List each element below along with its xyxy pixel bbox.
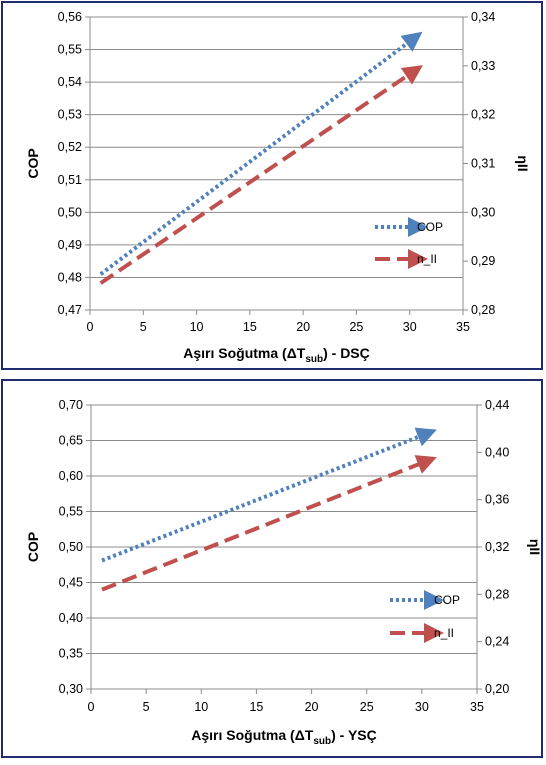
x-axis-title-main: Aşırı Soğutma (ΔT <box>191 727 314 743</box>
x-tick-label: 20 <box>296 320 310 334</box>
chart-border <box>1 1 543 370</box>
y-axis-title: COP <box>25 148 41 178</box>
x-axis-title-subscript: sub <box>305 354 323 365</box>
x-tick-label: 0 <box>87 320 94 334</box>
x-tick-label: 15 <box>249 700 263 714</box>
chart-border <box>1 379 543 758</box>
x-tick-label: 10 <box>190 320 204 334</box>
y2-tick-label: 0,44 <box>485 398 509 412</box>
series-line-n-ii <box>101 455 437 592</box>
y2-axis-title: ηII <box>515 155 531 171</box>
x-axis-title-subscript: sub <box>313 736 331 747</box>
x-tick-label: 5 <box>140 320 147 334</box>
y-tick-label: 0,60 <box>59 469 83 483</box>
legend-label: COP <box>434 593 460 607</box>
chart-panel-dsc: 0,47 0,48 0,49 0,50 0,51 0,52 0,53 0,54 0,55 0,56… <box>0 0 546 372</box>
y2-tick-label: 0,32 <box>485 540 509 554</box>
y-tick-label: 0,45 <box>59 576 83 590</box>
series-line-cop <box>101 427 437 563</box>
y-tick-label: 0,50 <box>58 205 82 219</box>
series-line-n-ii <box>99 65 423 285</box>
y-tick-label: 0,30 <box>59 682 83 696</box>
x-tick-label: 0 <box>88 700 95 714</box>
x-axis-title: Aşırı Soğutma (ΔTsub) - YSÇ <box>191 727 377 747</box>
y-tick-label: 0,53 <box>58 108 82 122</box>
x-tick-label: 25 <box>360 700 374 714</box>
y-tick-label: 0,49 <box>58 238 82 252</box>
y-tick-label: 0,40 <box>59 611 83 625</box>
x-tick-label: 15 <box>243 320 257 334</box>
y-tick-label: 0,52 <box>58 140 82 154</box>
y2-tick-label: 0,20 <box>485 682 509 696</box>
y2-axis-title: ηII <box>527 539 543 555</box>
y2-tick-label: 0,28 <box>471 303 495 317</box>
y-tick-label: 0,54 <box>58 75 82 89</box>
x-axis-title-suffix: ) - DSÇ <box>323 345 370 361</box>
y-tick-label: 0,51 <box>58 173 82 187</box>
y2-tick-label: 0,33 <box>471 59 495 73</box>
y2-tick-label: 0,30 <box>471 205 495 219</box>
y-axis-title: COP <box>25 532 41 562</box>
y-tick-label: 0,55 <box>58 43 82 57</box>
y2-tick-label: 0,29 <box>471 254 495 268</box>
y2-tick-label: 0,28 <box>485 587 509 601</box>
chart-panel-ysc: 0,30 0,35 0,40 0,45 0,50 0,55 0,60 0,65 0,70 0,20… <box>0 378 546 760</box>
y2-tick-label: 0,32 <box>471 108 495 122</box>
y-tick-label: 0,50 <box>59 540 83 554</box>
x-tick-label: 25 <box>349 320 363 334</box>
x-tick-label: 35 <box>470 700 484 714</box>
x-axis-title: Aşırı Soğutma (ΔTsub) - DSÇ <box>183 345 370 365</box>
y2-tick-label: 0,31 <box>471 157 495 171</box>
y2-tick-label: 0,36 <box>485 493 509 507</box>
y2-tick-label: 0,34 <box>471 10 495 24</box>
x-tick-label: 5 <box>143 700 150 714</box>
y-tick-label: 0,48 <box>58 270 82 284</box>
legend-label: n_II <box>417 252 437 266</box>
legend-label: n_II <box>434 626 454 640</box>
x-tick-label: 30 <box>415 700 429 714</box>
x-axis-title-suffix: ) - YSÇ <box>331 727 377 743</box>
y-tick-label: 0,70 <box>59 398 83 412</box>
y2-tick-label: 0,40 <box>485 445 509 459</box>
chart-dsc: 0,47 0,48 0,49 0,50 0,51 0,52 0,53 0,54 0,55 0,56… <box>1 1 543 370</box>
y2-tick-label: 0,24 <box>485 635 509 649</box>
y-tick-label: 0,65 <box>59 434 83 448</box>
x-tick-label: 20 <box>305 700 319 714</box>
legend-label: COP <box>417 220 443 234</box>
series-line-cop <box>99 31 423 276</box>
x-tick-label: 35 <box>456 320 470 334</box>
y-tick-label: 0,55 <box>59 505 83 519</box>
y-tick-label: 0,35 <box>59 647 83 661</box>
chart-ysc: 0,30 0,35 0,40 0,45 0,50 0,55 0,60 0,65 0,70 0,20… <box>1 379 543 758</box>
y-tick-label: 0,56 <box>58 10 82 24</box>
x-tick-label: 30 <box>403 320 417 334</box>
y-tick-label: 0,47 <box>58 303 82 317</box>
x-tick-label: 10 <box>194 700 208 714</box>
x-axis-title-main: Aşırı Soğutma (ΔT <box>183 345 306 361</box>
